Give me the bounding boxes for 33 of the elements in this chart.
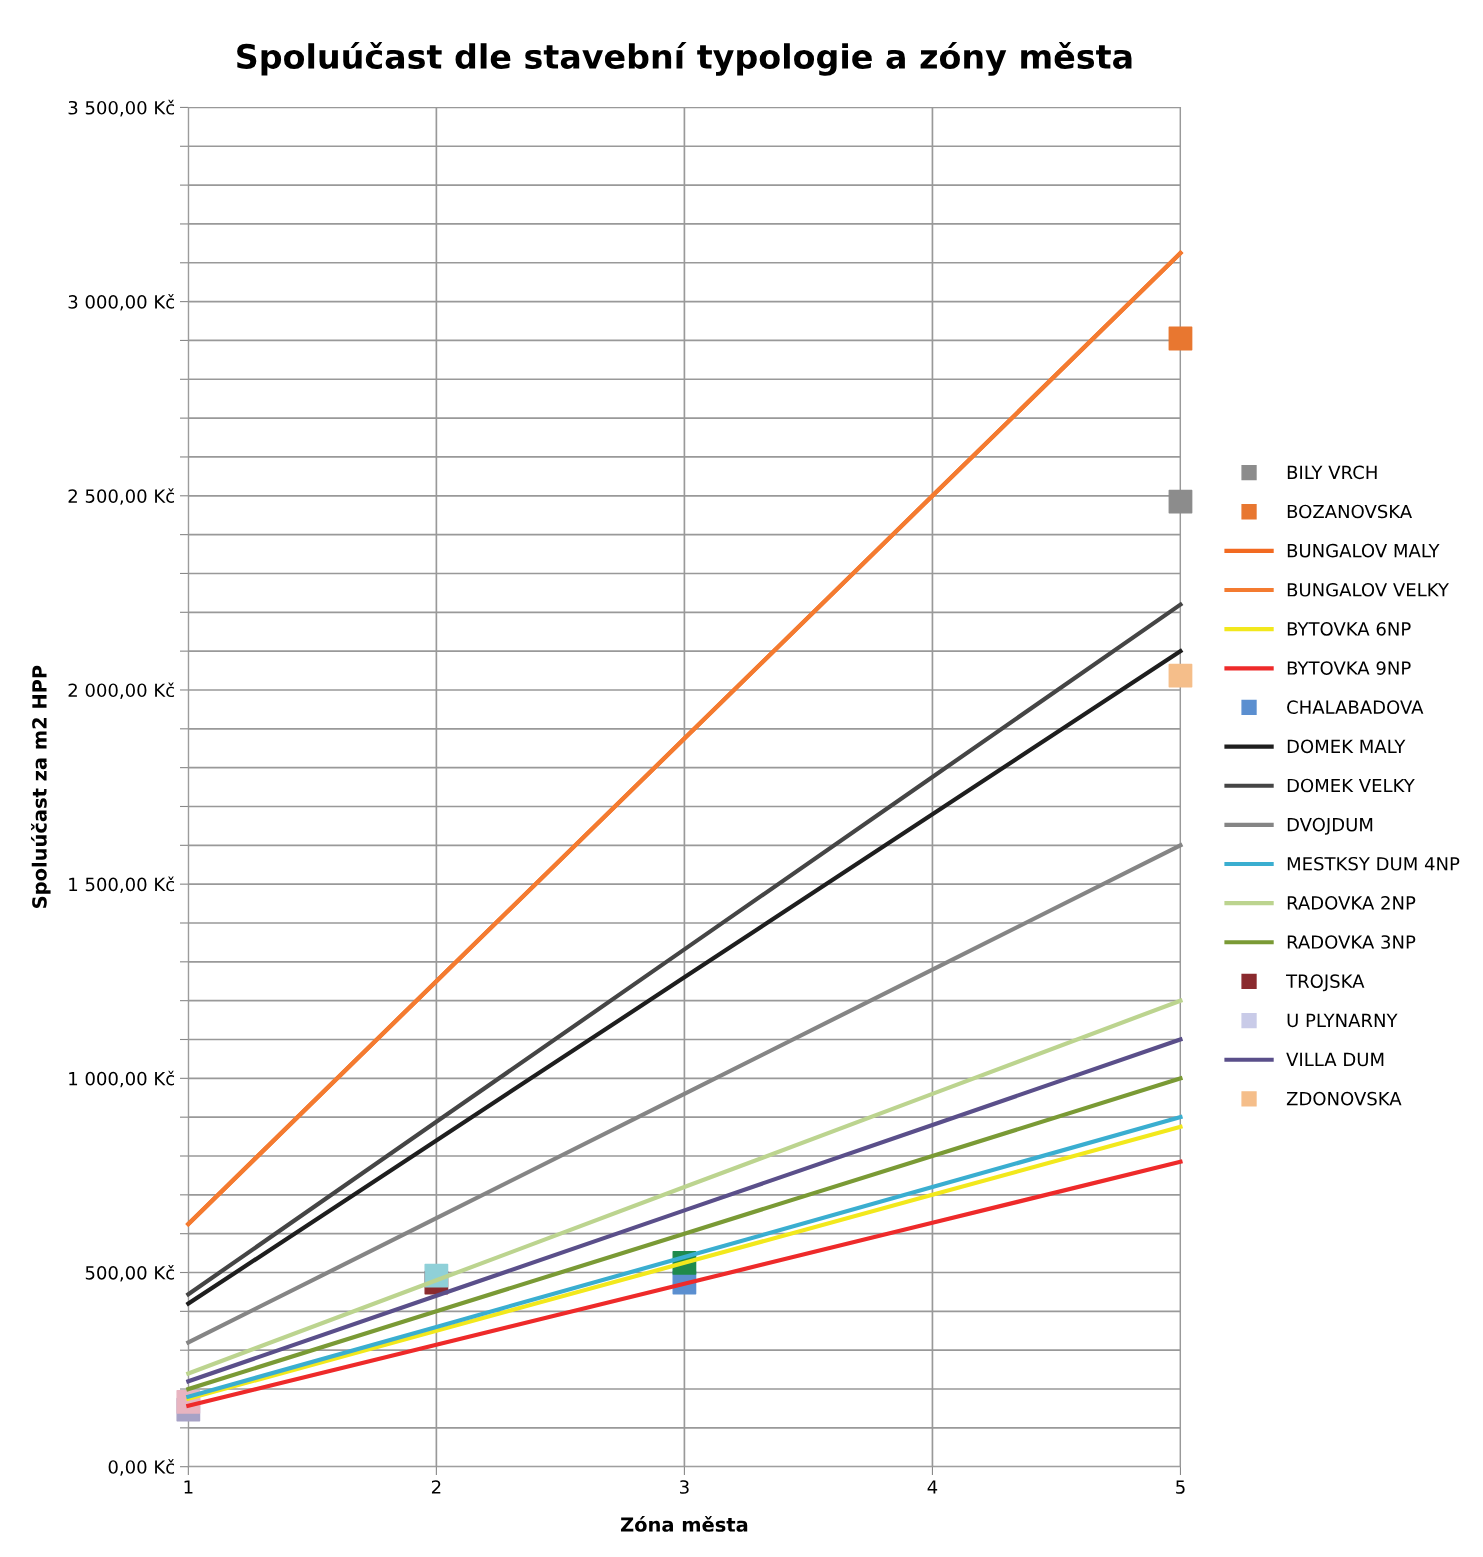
x-tick-label: 2 [431,1480,441,1494]
legend-label: DOMEK MALY [1287,739,1406,754]
legend-label: BOZANOVSKA [1287,504,1413,519]
legend-label: CHALABADOVA [1287,700,1424,715]
x-tick-label: 5 [1176,1480,1185,1494]
legend-label: RADOVKA 2NP [1287,896,1416,910]
y-tick-label: 3 000,00 Kč [68,294,175,311]
legend-label: DVOJDUM [1287,817,1373,835]
legend-label: RADOVKA 3NP [1287,935,1416,949]
legend-label: BUNGALOV VELKY [1287,582,1449,597]
x-axis-title: Zóna města [620,1516,748,1532]
legend-label: TROJSKA [1286,974,1365,992]
y-tick-label: 2 500,00 Kč [68,488,175,505]
y-tick-label: 1 000,00 Kč [69,1070,175,1088]
x-tick-label: 4 [927,1480,938,1494]
legend-label: VILLA DUM [1286,1052,1384,1067]
x-tick-label: 1 [184,1480,193,1494]
legend-label: DOMEK VELKY [1287,778,1415,793]
legend-label: BILY VRCH [1287,465,1377,480]
y-tick-label: 2 000,00 Kč [68,682,175,699]
legend-label: U PLYNARNY [1287,1013,1398,1028]
chart-title: Spoluúčast dle stavební typologie a zóny města [237,41,1132,76]
legend-label: MESTKSY DUM 4NP [1287,856,1460,871]
legend-label: ZDONOVSKA [1286,1091,1402,1106]
y-tick-label: 1 500,00 Kč [69,876,175,894]
legend-label: BUNGALOV MALY [1287,543,1440,558]
x-tick-label: 3 [680,1480,689,1494]
legend-label: BYTOVKA 6NP [1287,622,1411,636]
y-axis-title: Spoluúčast za m2 HPP [30,665,51,908]
legend-label: BYTOVKA 9NP [1287,661,1411,675]
y-tick-label: 500,00 Kč [85,1264,175,1282]
y-tick-label: 3 500,00 Kč [68,99,175,117]
y-tick-label: 0,00 Kč [108,1459,175,1476]
